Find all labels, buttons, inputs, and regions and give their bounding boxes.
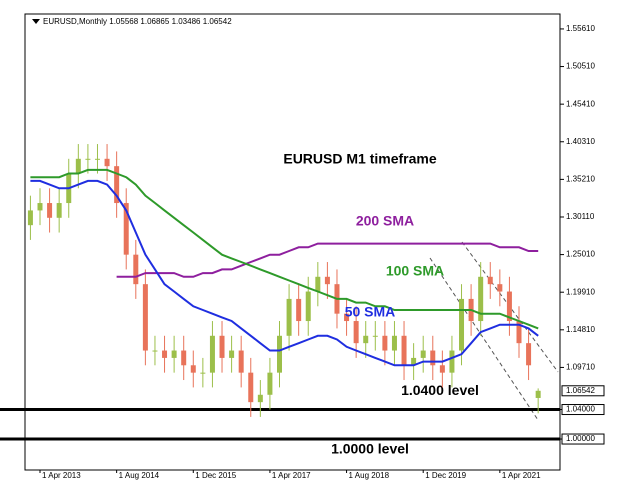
low-value: 1.03486 xyxy=(172,17,201,26)
open-value: 1.05568 xyxy=(109,17,138,26)
candle-body xyxy=(391,335,397,351)
candle-body xyxy=(296,298,302,322)
candle-body xyxy=(277,335,282,373)
candle-body xyxy=(248,372,254,403)
x-tick-label: 1 Dec 2015 xyxy=(195,471,236,480)
close-value: 1.06542 xyxy=(203,17,232,26)
candle-body xyxy=(353,321,359,344)
candle-body xyxy=(142,284,148,351)
y-tick-label: 1.19910 xyxy=(566,287,595,296)
candle-body xyxy=(430,350,436,366)
x-tick-label: 1 Apr 2013 xyxy=(42,471,81,480)
x-tick-label: 1 Dec 2019 xyxy=(425,471,466,480)
candle-body xyxy=(535,390,541,398)
candle-body xyxy=(85,158,91,160)
candle-body xyxy=(478,276,484,322)
candle-body xyxy=(324,276,330,285)
candle-body xyxy=(123,203,129,255)
y-tick-label: 1.00000 xyxy=(566,434,595,443)
y-tick-label: 1.45410 xyxy=(566,99,595,108)
candle-body xyxy=(27,210,33,226)
annotation: EURUSD M1 timeframe xyxy=(283,151,436,167)
candle-body xyxy=(162,350,168,358)
price-box xyxy=(561,385,605,397)
candle-body xyxy=(229,350,235,358)
candle-body xyxy=(181,350,187,366)
y-tick-label: 1.04000 xyxy=(566,405,595,414)
y-tick-label: 1.35210 xyxy=(566,174,595,183)
current-price: 1.06542 xyxy=(566,386,595,395)
y-tick-label: 1.55610 xyxy=(566,24,595,33)
x-tick-label: 1 Aug 2014 xyxy=(119,471,160,480)
candle-body xyxy=(104,158,110,167)
channel-line xyxy=(429,257,539,421)
y-tick-label: 1.40310 xyxy=(566,137,595,146)
candle-body xyxy=(497,284,503,292)
sma-label: 200 SMA xyxy=(356,213,414,229)
candle-body xyxy=(305,291,311,322)
sma-line xyxy=(116,242,539,278)
level-label: 1.0000 level xyxy=(331,441,409,457)
header: EURUSD,Monthly 1.05568 1.06865 1.03486 1… xyxy=(43,17,232,26)
y-tick-label: 1.14810 xyxy=(566,325,595,334)
candle-body xyxy=(459,298,465,351)
candle-body xyxy=(190,365,196,373)
candle-body xyxy=(257,394,263,403)
sma-line xyxy=(30,179,539,367)
candle-body xyxy=(372,335,378,337)
menu-triangle xyxy=(32,19,40,24)
candle-body xyxy=(315,276,321,292)
symbol-label: EURUSD,Monthly xyxy=(43,17,107,26)
candle-body xyxy=(449,350,455,373)
plot-frame xyxy=(24,13,561,471)
y-tick-label: 1.09710 xyxy=(566,363,595,372)
candle-body xyxy=(238,350,244,373)
candle-body xyxy=(363,335,369,344)
candle-body xyxy=(411,357,417,366)
candle-body xyxy=(152,350,158,352)
sma-label: 100 SMA xyxy=(386,263,444,279)
candle-body xyxy=(516,321,522,344)
sma-line xyxy=(30,168,539,330)
candle-body xyxy=(200,372,206,374)
candle-body xyxy=(75,158,81,174)
candle-body xyxy=(94,158,100,160)
price-box xyxy=(561,433,605,445)
candle-body xyxy=(401,335,407,366)
y-tick-label: 1.25010 xyxy=(566,250,595,259)
candle-body xyxy=(37,203,43,211)
candle-body xyxy=(487,276,493,285)
candle-body xyxy=(114,166,120,204)
candle-body xyxy=(56,203,62,218)
candle-body xyxy=(344,313,350,322)
candle-body xyxy=(526,343,532,366)
x-tick-label: 1 Aug 2018 xyxy=(349,471,390,480)
y-tick-label: 1.30110 xyxy=(566,212,595,221)
candle-body xyxy=(382,335,388,351)
candle-body xyxy=(506,291,512,322)
y-tick-label: 1.50510 xyxy=(566,62,595,71)
x-tick-label: 1 Apr 2017 xyxy=(272,471,311,480)
candle-body xyxy=(219,335,225,358)
candle-body xyxy=(267,372,273,395)
level-label: 1.0400 level xyxy=(401,382,479,398)
candle-body xyxy=(133,254,139,285)
price-box xyxy=(561,404,605,416)
sma-label: 50 SMA xyxy=(345,304,396,320)
candle-body xyxy=(171,350,177,358)
x-tick-label: 1 Apr 2021 xyxy=(502,471,541,480)
candle-body xyxy=(420,350,426,358)
candle-body xyxy=(286,298,292,336)
candle-body xyxy=(209,335,215,373)
high-value: 1.06865 xyxy=(140,17,169,26)
candle-body xyxy=(47,203,53,218)
candle-body xyxy=(439,365,445,373)
